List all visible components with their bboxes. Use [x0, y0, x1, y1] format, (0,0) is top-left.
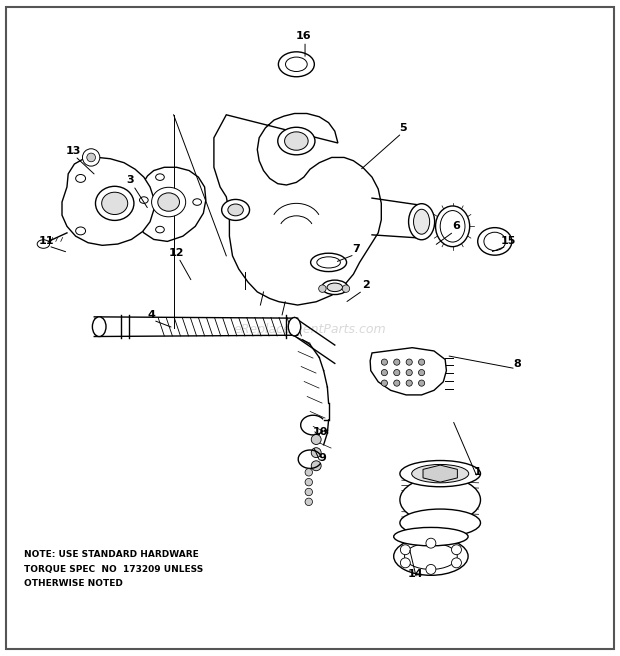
Text: 11: 11: [38, 236, 55, 247]
Circle shape: [418, 369, 425, 376]
Circle shape: [406, 380, 412, 386]
Text: TORQUE SPEC  NO  173209 UNLESS: TORQUE SPEC NO 173209 UNLESS: [24, 565, 203, 574]
Circle shape: [406, 369, 412, 376]
Circle shape: [451, 544, 461, 555]
Circle shape: [406, 359, 412, 365]
Ellipse shape: [285, 57, 308, 72]
Polygon shape: [370, 348, 446, 395]
Ellipse shape: [102, 192, 128, 215]
Text: 16: 16: [296, 31, 312, 41]
Ellipse shape: [92, 317, 106, 337]
Ellipse shape: [285, 132, 308, 150]
Ellipse shape: [288, 318, 301, 336]
Ellipse shape: [317, 256, 340, 268]
Circle shape: [381, 359, 388, 365]
Circle shape: [381, 369, 388, 376]
Polygon shape: [423, 465, 458, 482]
Ellipse shape: [151, 188, 186, 216]
Ellipse shape: [156, 174, 164, 180]
Text: 9: 9: [319, 453, 326, 463]
Polygon shape: [135, 167, 206, 241]
Circle shape: [305, 488, 312, 496]
Ellipse shape: [409, 203, 435, 240]
Ellipse shape: [478, 228, 512, 255]
Ellipse shape: [440, 211, 465, 242]
Circle shape: [311, 461, 321, 471]
Circle shape: [418, 380, 425, 386]
Ellipse shape: [156, 226, 164, 233]
Circle shape: [394, 380, 400, 386]
Text: 5: 5: [399, 123, 407, 133]
Ellipse shape: [394, 537, 468, 575]
Circle shape: [82, 149, 100, 166]
Text: 3: 3: [126, 175, 134, 186]
Polygon shape: [62, 157, 154, 245]
Circle shape: [426, 564, 436, 575]
Text: 7: 7: [353, 244, 360, 255]
Circle shape: [311, 434, 321, 445]
Ellipse shape: [76, 174, 86, 182]
Polygon shape: [214, 113, 381, 305]
Circle shape: [311, 447, 321, 458]
Ellipse shape: [400, 477, 481, 523]
Ellipse shape: [37, 240, 50, 249]
Circle shape: [342, 285, 350, 293]
Ellipse shape: [394, 527, 468, 546]
Circle shape: [305, 498, 312, 506]
Ellipse shape: [228, 204, 243, 216]
Text: 1: 1: [474, 467, 481, 478]
Ellipse shape: [400, 461, 481, 487]
Ellipse shape: [404, 543, 458, 569]
Circle shape: [381, 380, 388, 386]
Ellipse shape: [140, 197, 148, 203]
Text: 14: 14: [407, 569, 423, 579]
Text: 13: 13: [66, 146, 81, 156]
Ellipse shape: [76, 227, 86, 235]
Circle shape: [451, 558, 461, 568]
Circle shape: [87, 153, 95, 162]
Circle shape: [401, 558, 410, 568]
Text: 12: 12: [169, 247, 185, 258]
Ellipse shape: [327, 283, 342, 291]
Ellipse shape: [400, 509, 481, 537]
Circle shape: [426, 538, 436, 548]
Circle shape: [394, 369, 400, 376]
Ellipse shape: [435, 206, 470, 247]
Ellipse shape: [278, 127, 315, 155]
Ellipse shape: [412, 464, 469, 483]
Ellipse shape: [193, 199, 202, 205]
Ellipse shape: [322, 280, 348, 295]
Text: 8: 8: [514, 359, 521, 369]
Text: eReplacementParts.com: eReplacementParts.com: [234, 323, 386, 336]
Ellipse shape: [414, 209, 430, 234]
Text: 15: 15: [501, 236, 516, 247]
Circle shape: [319, 285, 326, 293]
Ellipse shape: [311, 253, 347, 272]
Circle shape: [401, 544, 410, 555]
Text: OTHERWISE NOTED: OTHERWISE NOTED: [24, 579, 122, 588]
Text: 6: 6: [452, 221, 459, 232]
Text: 2: 2: [362, 280, 370, 291]
Ellipse shape: [278, 52, 314, 77]
Ellipse shape: [484, 232, 506, 251]
Circle shape: [418, 359, 425, 365]
Ellipse shape: [222, 199, 249, 220]
Text: 10: 10: [313, 426, 328, 437]
Text: 4: 4: [148, 310, 156, 320]
Circle shape: [305, 468, 312, 476]
Circle shape: [305, 478, 312, 486]
Text: NOTE: USE STANDARD HARDWARE: NOTE: USE STANDARD HARDWARE: [24, 550, 198, 559]
Ellipse shape: [158, 193, 180, 211]
Ellipse shape: [95, 186, 134, 220]
Circle shape: [394, 359, 400, 365]
